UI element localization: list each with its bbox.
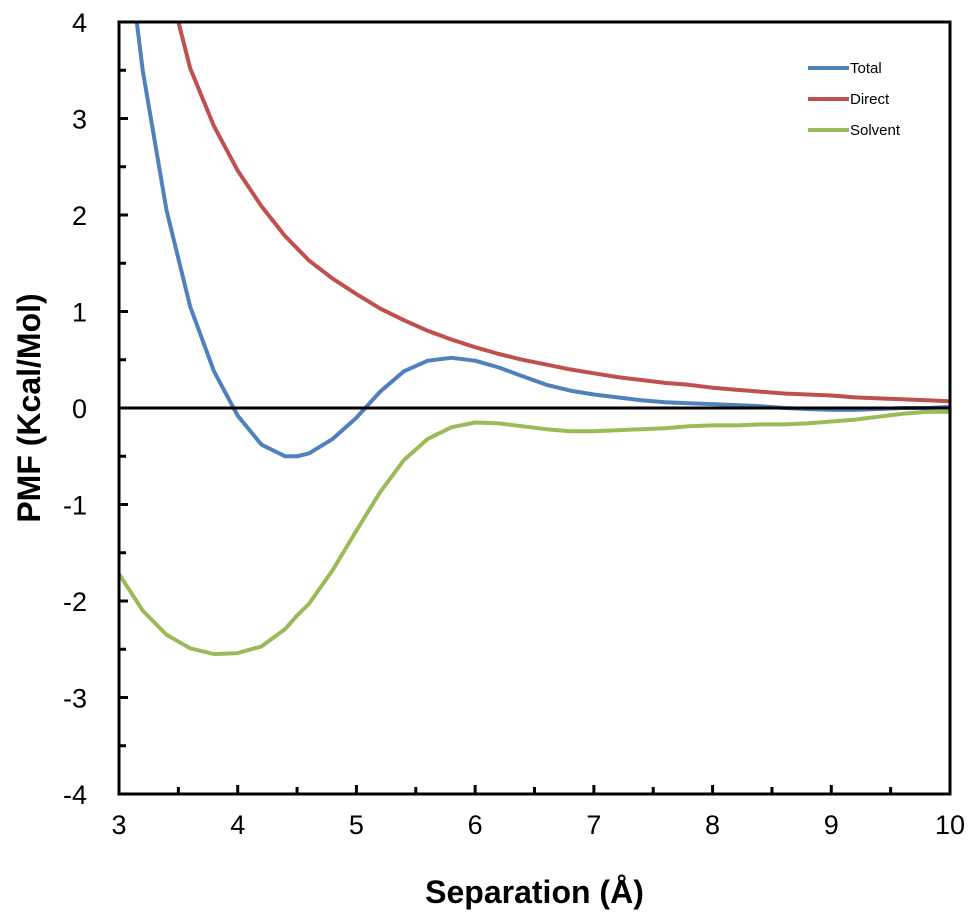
axis-ticks xyxy=(119,68,893,794)
y-tick-label: 0 xyxy=(72,394,87,424)
series-layer xyxy=(119,22,950,657)
y-axis-title: PMF (Kcal/Mol) xyxy=(11,293,47,522)
y-tick-label: -3 xyxy=(63,684,87,714)
y-tick-label: 1 xyxy=(72,298,87,328)
y-tick-label: -1 xyxy=(63,491,87,521)
series-line-solvent xyxy=(119,409,950,657)
y-tick-label: 3 xyxy=(72,105,87,135)
legend-label-total: Total xyxy=(850,60,882,77)
x-tick-label: 8 xyxy=(705,810,720,840)
x-tick-label: 6 xyxy=(468,810,483,840)
x-axis-title: Separation (Å) xyxy=(425,874,644,910)
series-line-total xyxy=(134,22,950,459)
y-tick-label: -4 xyxy=(63,780,87,810)
x-tick-label: 3 xyxy=(111,810,126,840)
x-tick-label: 10 xyxy=(935,810,965,840)
series-line-direct xyxy=(176,22,950,404)
y-tick-label: 2 xyxy=(72,201,87,231)
y-tick-label: 4 xyxy=(72,8,87,38)
x-tick-label: 9 xyxy=(824,810,839,840)
legend-label-solvent: Solvent xyxy=(850,122,901,139)
y-tick-label: -2 xyxy=(63,587,87,617)
legend: Total Direct Solvent xyxy=(808,60,901,139)
x-tick-label: 5 xyxy=(349,810,364,840)
legend-label-direct: Direct xyxy=(850,91,890,108)
x-tick-label: 4 xyxy=(230,810,245,840)
x-tick-label: 7 xyxy=(586,810,601,840)
axis-tick-labels: 3 4 5 6 7 8 9 10 -4 -3 -2 -1 0 1 2 3 4 xyxy=(63,8,965,840)
